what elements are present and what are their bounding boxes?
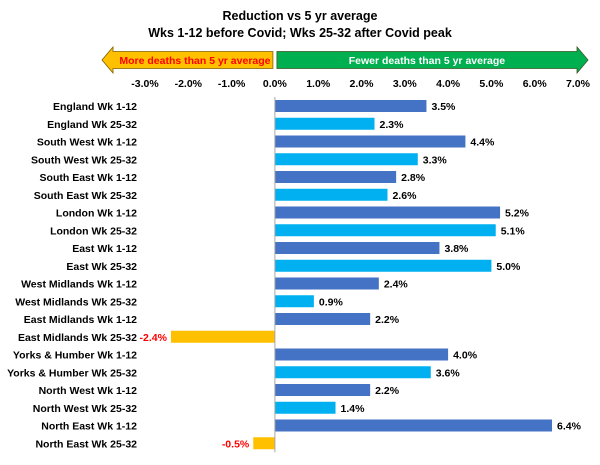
x-tick-label: -3.0% — [131, 78, 159, 90]
category-label: London Wk 1-12 — [56, 208, 137, 220]
bar — [274, 295, 314, 308]
chart-title: Reduction vs 5 yr average — [223, 9, 378, 23]
data-label: 2.4% — [384, 279, 409, 291]
data-label: 1.4% — [341, 403, 366, 415]
bar — [274, 224, 496, 237]
data-label: 5.2% — [505, 208, 530, 220]
bars — [170, 100, 553, 450]
x-tick-label: 7.0% — [566, 78, 591, 90]
category-label: East Midlands Wk 25-32 — [18, 332, 137, 344]
data-labels: 3.5% 2.3% 4.4% 3.3% 2.8% 2.6% 5.2% 5.1% 3.8% 5.0%… — [140, 101, 582, 450]
category-label: West Midlands Wk 25-32 — [15, 296, 137, 308]
bar — [274, 117, 375, 130]
data-label: 6.4% — [557, 421, 582, 433]
category-label: London Wk 25-32 — [50, 225, 137, 237]
data-label: -2.4% — [140, 332, 168, 344]
bar — [274, 153, 418, 166]
data-label: 4.0% — [453, 350, 478, 362]
data-label: 2.6% — [392, 190, 417, 202]
bar — [274, 366, 431, 379]
data-label: 3.6% — [436, 367, 461, 379]
x-tick-label: 2.0% — [350, 78, 375, 90]
data-label: 2.8% — [401, 172, 426, 184]
category-label: North West Wk 1-12 — [39, 385, 138, 397]
data-label: 3.5% — [431, 101, 456, 113]
bar — [274, 135, 466, 148]
x-tick-label: -2.0% — [175, 78, 203, 90]
data-label: -0.5% — [222, 438, 250, 450]
data-label: 2.3% — [379, 119, 404, 131]
category-label: South West Wk 1-12 — [37, 137, 137, 149]
bar — [274, 259, 492, 272]
x-tick-label: -1.0% — [218, 78, 246, 90]
right-arrow-shape — [276, 45, 589, 75]
category-label: North West Wk 25-32 — [33, 403, 137, 415]
x-tick-label: 0.0% — [263, 78, 288, 90]
bar — [274, 277, 379, 290]
x-tick-label: 6.0% — [523, 78, 548, 90]
bar — [253, 437, 275, 450]
data-label: 5.0% — [496, 261, 521, 273]
x-tick-label: 4.0% — [436, 78, 461, 90]
category-label: Yorks & Humber Wk 25-32 — [7, 367, 137, 379]
category-label: North East Wk 25-32 — [35, 438, 137, 450]
category-label: England Wk 1-12 — [53, 101, 137, 113]
category-label: East Midlands Wk 1-12 — [24, 314, 137, 326]
bar — [274, 171, 397, 183]
category-label: England Wk 25-32 — [47, 119, 137, 131]
bar — [274, 348, 449, 361]
category-label: South East Wk 1-12 — [40, 172, 138, 184]
left-arrow-label: More deaths than 5 yr average — [119, 55, 270, 67]
annotation-arrows: More deaths than 5 yr average Fewer death… — [101, 45, 589, 75]
data-label: 3.8% — [444, 243, 469, 255]
category-label: East Wk 25-32 — [66, 261, 137, 273]
bar — [274, 313, 371, 325]
category-label: South West Wk 25-32 — [31, 154, 137, 166]
bar — [170, 330, 275, 343]
category-label: North East Wk 1-12 — [41, 421, 137, 433]
x-tick-label: 3.0% — [393, 78, 418, 90]
bar — [274, 401, 336, 414]
bar — [274, 242, 440, 254]
left-arrow-shape — [101, 45, 274, 75]
bar — [274, 100, 427, 112]
bar — [274, 419, 553, 432]
data-label: 3.3% — [423, 154, 448, 166]
data-label: 2.2% — [375, 385, 400, 397]
data-label: 4.4% — [470, 137, 495, 149]
x-tick-label: 1.0% — [306, 78, 331, 90]
category-label: East Wk 1-12 — [72, 243, 137, 255]
bar — [274, 384, 371, 396]
category-label: West Midlands Wk 1-12 — [21, 279, 137, 291]
category-label: South East Wk 25-32 — [34, 190, 137, 202]
data-label: 2.2% — [375, 314, 400, 326]
x-axis: -3.0% -2.0% -1.0% 0.0% 1.0% 2.0% 3.0% 4.0% 5.0% 6… — [131, 78, 590, 90]
bar — [274, 188, 388, 201]
category-label: Yorks & Humber Wk 1-12 — [13, 350, 137, 362]
data-label: 5.1% — [501, 225, 526, 237]
right-arrow-label: Fewer deaths than 5 yr average — [349, 55, 506, 67]
category-labels: England Wk 1-12 England Wk 25-32 South Wes… — [7, 101, 137, 450]
chart-subtitle: Wks 1-12 before Covid; Wks 25-32 after C… — [148, 26, 452, 40]
data-label: 0.9% — [319, 296, 344, 308]
bar — [274, 206, 501, 219]
x-tick-label: 5.0% — [479, 78, 504, 90]
